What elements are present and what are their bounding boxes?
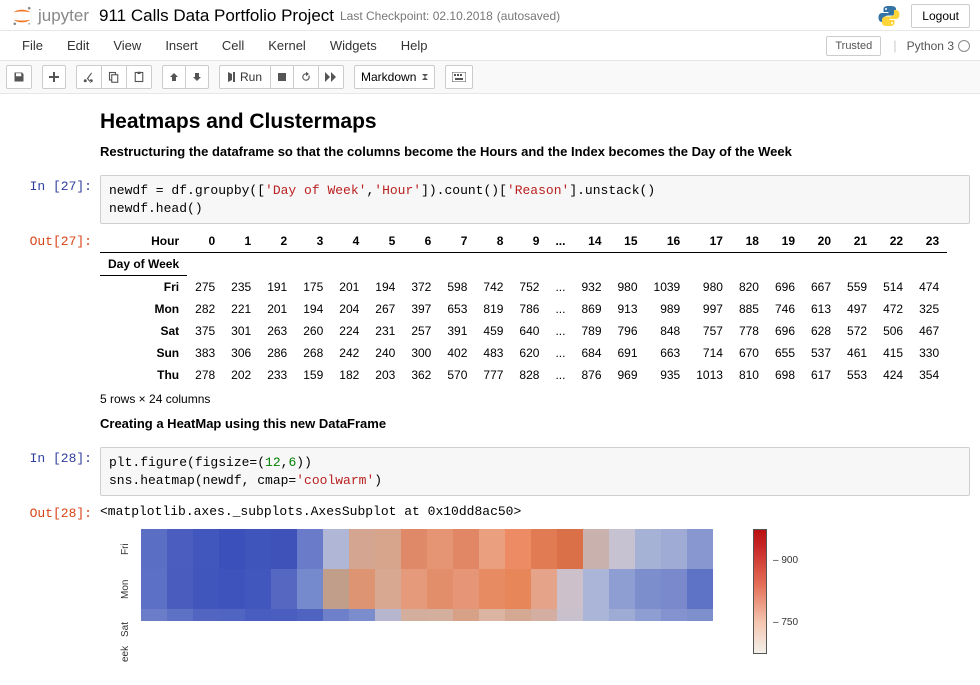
menu-file[interactable]: File [10, 32, 55, 59]
cut-button[interactable] [76, 65, 102, 89]
move-up-button[interactable] [162, 65, 186, 89]
in-prompt: In [28]: [10, 447, 100, 496]
logo-text: jupyter [38, 6, 89, 26]
heatmap-figure: FriMonSateek 900750 [100, 529, 970, 659]
kernel-idle-icon [958, 40, 970, 52]
text-output: <matplotlib.axes._subplots.AxesSubplot a… [100, 502, 970, 521]
colorbar [753, 529, 767, 654]
menu-cell[interactable]: Cell [210, 32, 256, 59]
code-input[interactable]: plt.figure(figsize=(12,6)) sns.heatmap(n… [100, 447, 970, 496]
menu-kernel[interactable]: Kernel [256, 32, 318, 59]
checkpoint-text: Last Checkpoint: 02.10.2018 [340, 9, 493, 23]
in-prompt: In [27]: [10, 175, 100, 224]
move-down-button[interactable] [185, 65, 209, 89]
celltype-select[interactable]: Markdown [354, 65, 435, 89]
python-icon [877, 4, 901, 28]
kernel-name[interactable]: Python 3 [907, 39, 954, 53]
add-cell-button[interactable] [42, 65, 66, 89]
markdown-heading: Heatmaps and Clustermaps [100, 110, 970, 134]
table-footer: 5 rows × 24 columns [100, 392, 970, 406]
restart-run-all-button[interactable] [318, 65, 344, 89]
out-prompt: Out[28]: [10, 502, 100, 659]
jupyter-logo-icon [10, 4, 34, 28]
markdown-text: Creating a HeatMap using this new DataFr… [100, 416, 970, 431]
interrupt-button[interactable] [270, 65, 294, 89]
out-prompt: Out[27]: [10, 230, 100, 406]
menu-widgets[interactable]: Widgets [318, 32, 389, 59]
save-button[interactable] [6, 65, 32, 89]
restart-button[interactable] [293, 65, 319, 89]
logout-button[interactable]: Logout [911, 4, 970, 28]
dataframe-output: Hour0123456789...14151617181920212223Day… [100, 230, 970, 406]
paste-button[interactable] [126, 65, 152, 89]
menu-view[interactable]: View [101, 32, 153, 59]
menu-edit[interactable]: Edit [55, 32, 101, 59]
menu-help[interactable]: Help [389, 32, 440, 59]
notebook-title[interactable]: 911 Calls Data Portfolio Project [99, 6, 334, 26]
run-button[interactable]: Run [219, 65, 271, 89]
copy-button[interactable] [101, 65, 127, 89]
autosaved-text: (autosaved) [497, 9, 560, 23]
markdown-subheading: Restructuring the dataframe so that the … [100, 144, 970, 159]
menu-insert[interactable]: Insert [153, 32, 210, 59]
code-input[interactable]: newdf = df.groupby(['Day of Week','Hour'… [100, 175, 970, 224]
trusted-badge[interactable]: Trusted [826, 36, 881, 56]
command-palette-button[interactable] [445, 65, 473, 89]
